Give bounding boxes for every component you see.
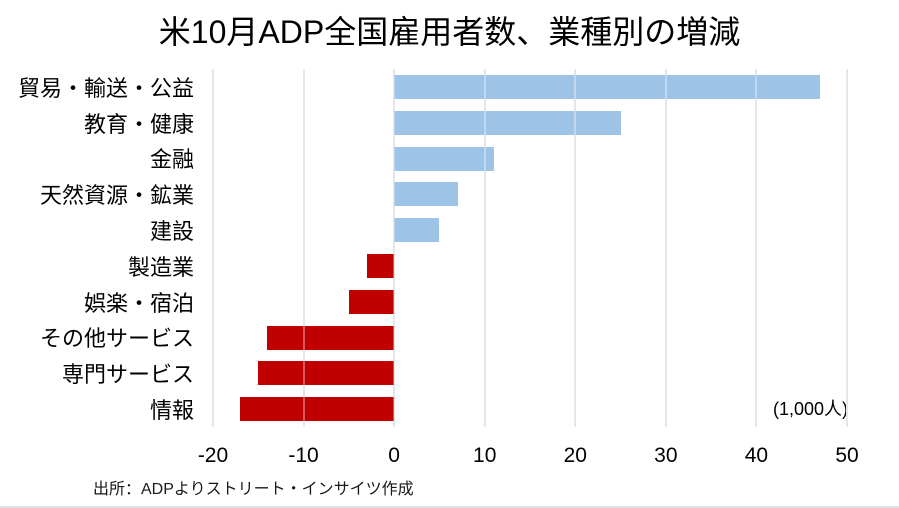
bar xyxy=(348,289,395,314)
bar xyxy=(267,325,395,350)
gridline xyxy=(846,69,848,427)
x-tick-label: -10 xyxy=(288,444,319,467)
bar xyxy=(394,74,820,99)
x-tick-label: 50 xyxy=(835,444,859,467)
gridline-overlay xyxy=(393,69,396,427)
bar xyxy=(394,110,621,135)
bar xyxy=(394,182,458,207)
gridline xyxy=(302,69,305,427)
gridline-overlay xyxy=(846,69,848,427)
x-tick-label: 10 xyxy=(473,444,497,467)
x-tick-label: -20 xyxy=(197,444,229,467)
bar xyxy=(366,253,395,278)
category-label: 金融 xyxy=(149,147,194,173)
gridline-overlay xyxy=(483,69,486,427)
bar xyxy=(394,218,440,243)
unit-label: (1,000人) xyxy=(772,399,848,419)
x-tick-label: 0 xyxy=(388,444,400,467)
gridline-overlay xyxy=(664,69,667,427)
category-label: 娯楽・宿泊 xyxy=(83,290,194,316)
category-label: 建設 xyxy=(149,219,194,245)
gridline-overlay xyxy=(574,69,577,427)
gridline-overlay xyxy=(212,69,214,427)
bar xyxy=(258,361,395,386)
category-label: 情報 xyxy=(149,398,194,424)
gridline-overlay xyxy=(302,69,305,427)
chart-title: 米10月ADP全国雇用者数、業種別の増減 xyxy=(158,14,741,50)
x-tick-label: 30 xyxy=(654,444,678,467)
category-label: 教育・健康 xyxy=(83,111,194,137)
bar xyxy=(394,146,494,171)
source-note: 出所：ADPよりストリート・インサイツ作成 xyxy=(93,481,414,498)
gridline xyxy=(574,69,577,427)
x-tick-label: 40 xyxy=(744,444,769,467)
category-label: 天然資源・鉱業 xyxy=(39,183,194,209)
category-label: 製造業 xyxy=(127,254,194,280)
category-label: その他サービス xyxy=(39,326,194,352)
bar xyxy=(240,397,395,422)
gridline xyxy=(393,69,396,427)
category-label: 専門サービス xyxy=(61,362,194,388)
category-label: 貿易・輸送・公益 xyxy=(17,75,194,101)
x-tick-label: 20 xyxy=(563,444,587,467)
gridline xyxy=(664,69,667,427)
gridline xyxy=(212,69,214,427)
gridline xyxy=(483,69,486,427)
gridline xyxy=(755,69,758,427)
gridline-overlay xyxy=(755,69,758,427)
